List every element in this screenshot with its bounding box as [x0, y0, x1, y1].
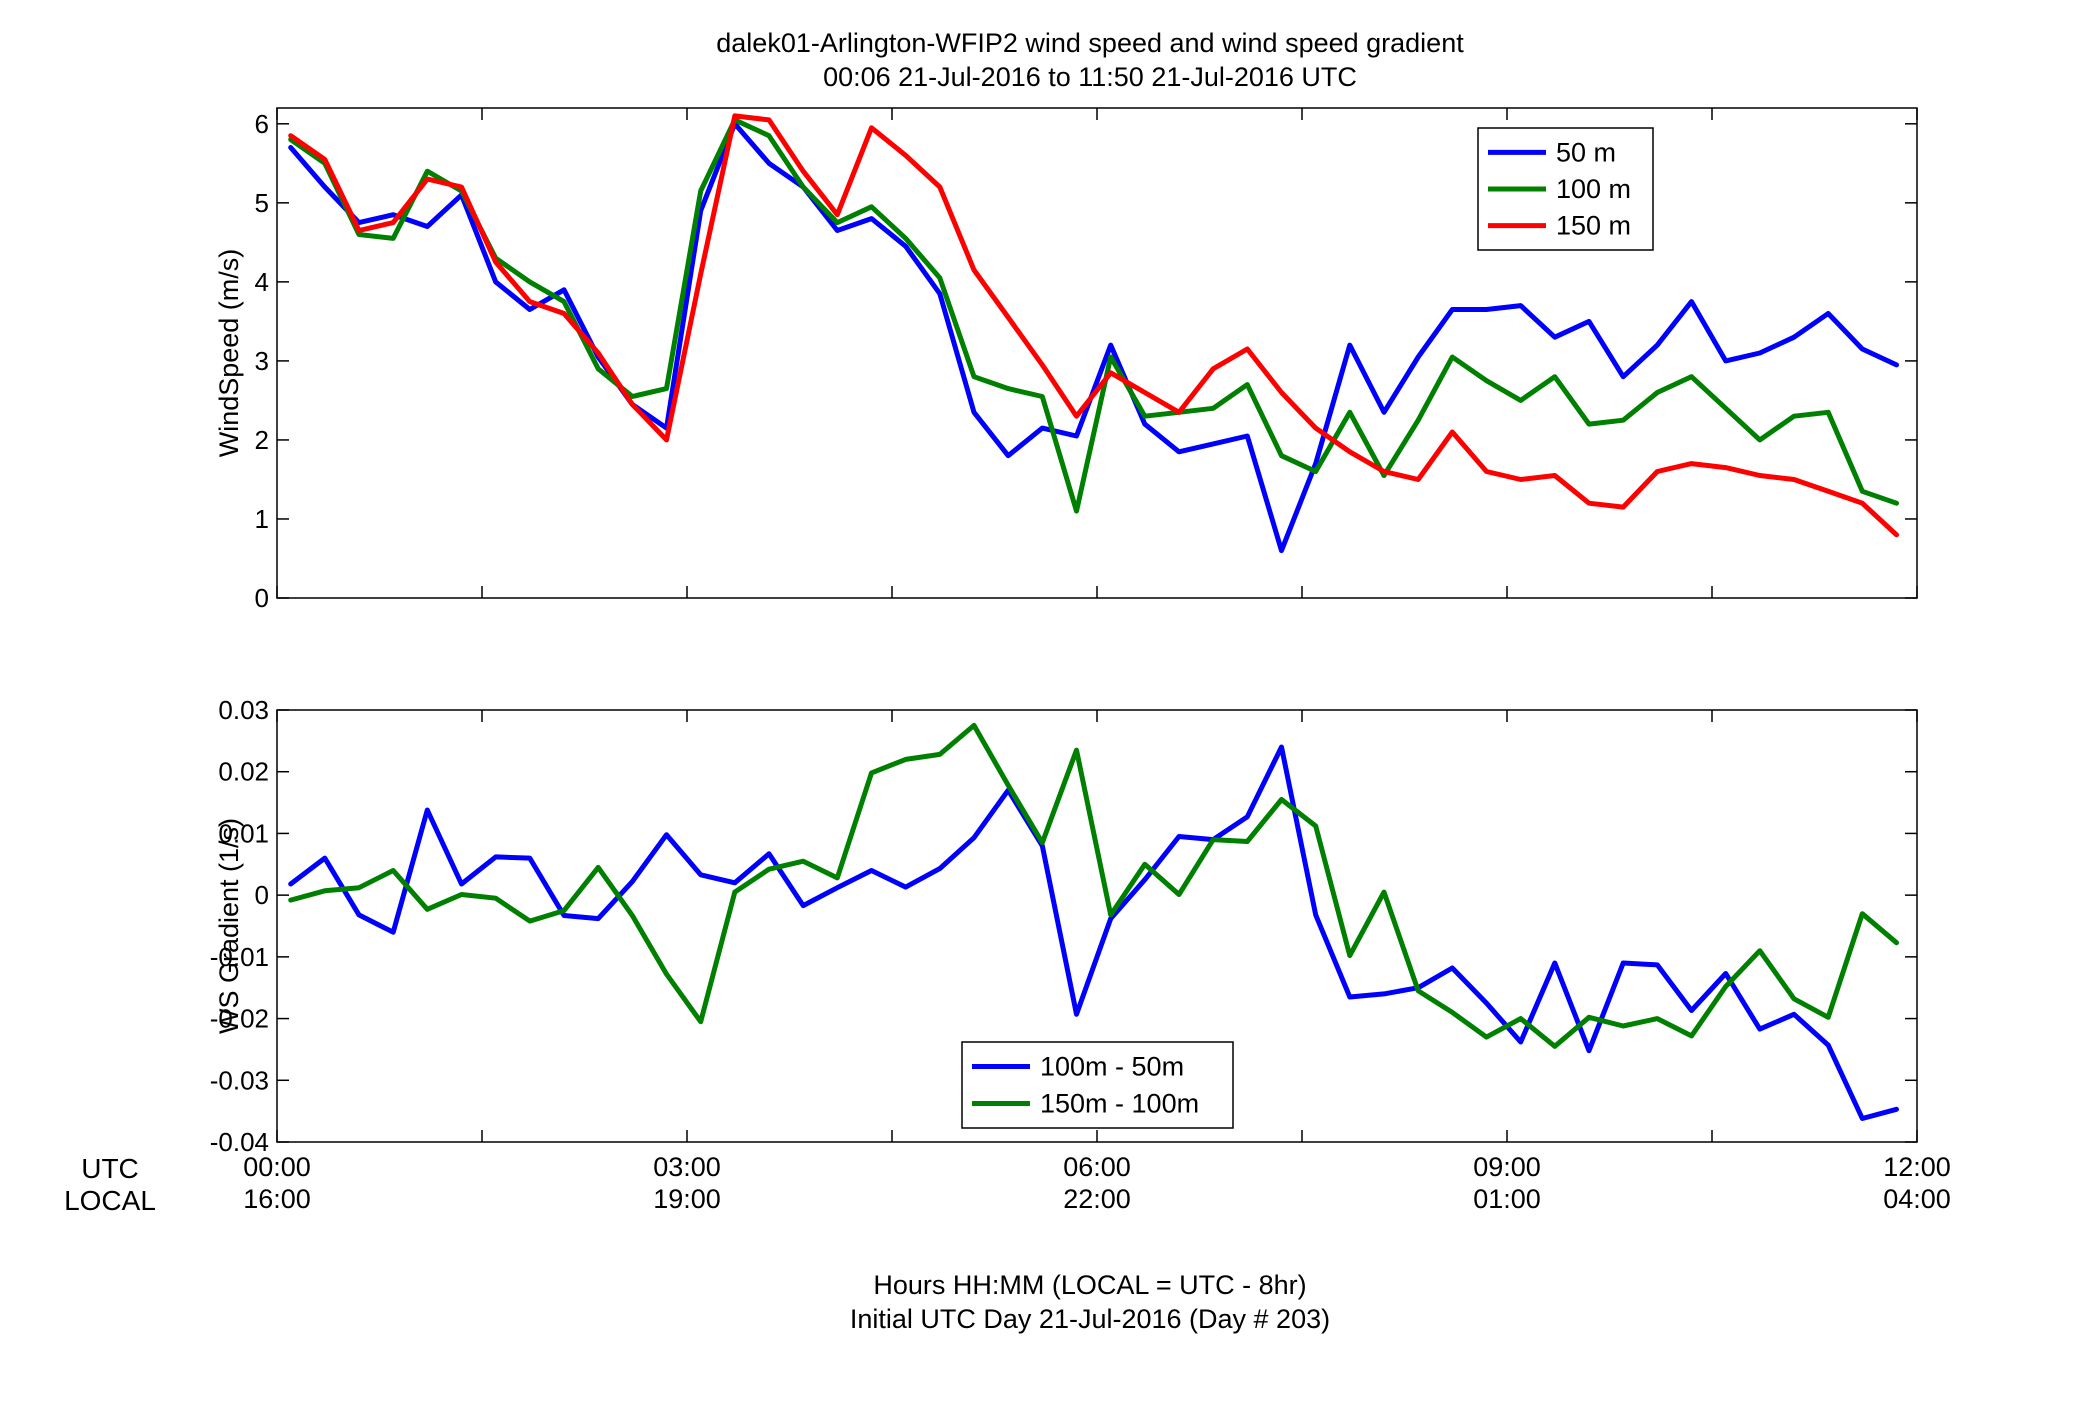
local-row-label: LOCAL [64, 1185, 156, 1216]
y-tick-label: 0.02 [218, 757, 269, 787]
legend-label: 50 m [1556, 137, 1616, 167]
legend-box [961, 1041, 1234, 1129]
x-tick-label-utc: 09:00 [1473, 1152, 1541, 1182]
y-tick-label: 0.01 [218, 818, 269, 848]
x-tick-label-utc: 03:00 [653, 1152, 721, 1182]
y-tick-label: -0.04 [210, 1127, 269, 1157]
x-tick-label-utc: 12:00 [1883, 1152, 1951, 1182]
windspeed-panel: 0 1 2 3 4 5 6 WindSpeed (m/s) 50 m 100 m 150 m [214, 107, 1918, 613]
gradient-panel: -0.04 -0.03 -0.02 -0.01 0 0.01 0.02 0.03 WS Grad… [210, 695, 1918, 1157]
y-tick-label: 0.03 [218, 695, 269, 725]
y-tick-label: -0.03 [210, 1065, 269, 1095]
x-tick-label-local: 19:00 [653, 1184, 721, 1214]
chart-title-line2: 00:06 21-Jul-2016 to 11:50 21-Jul-2016 U… [823, 62, 1357, 92]
x-tick-label-utc: 00:00 [243, 1152, 311, 1182]
y-tick-label: -0.02 [210, 1004, 269, 1034]
y-tick-label: 5 [255, 188, 269, 218]
y-tick-label: 0 [255, 583, 269, 613]
x-tick-label-utc: 06:00 [1063, 1152, 1131, 1182]
series-line [288, 722, 1899, 1049]
y-axis-label: WindSpeed (m/s) [214, 249, 244, 458]
utc-row-label: UTC [81, 1153, 139, 1184]
series-line [288, 117, 1899, 514]
y-tick-label: 3 [255, 346, 269, 376]
y-tick-label: 0 [255, 880, 269, 910]
legend-label: 150m - 100m [1040, 1089, 1199, 1119]
y-axis-label: WS Gradient (1/s) [214, 818, 244, 1034]
y-tick-label: 1 [255, 504, 269, 534]
y-tick-label: 6 [255, 109, 269, 139]
x-tick-label-local: 22:00 [1063, 1184, 1131, 1214]
x-tick-label-local: 16:00 [243, 1184, 311, 1214]
x-axis-label-line2: Initial UTC Day 21-Jul-2016 (Day # 203) [850, 1304, 1330, 1334]
x-axis-label-line1: Hours HH:MM (LOCAL = UTC - 8hr) [873, 1270, 1306, 1300]
y-tick-label: 4 [255, 267, 269, 297]
legend-label: 100 m [1556, 174, 1631, 204]
series-line [288, 113, 1899, 538]
chart-title-line1: dalek01-Arlington-WFIP2 wind speed and w… [716, 28, 1464, 58]
x-tick-label-local: 04:00 [1883, 1184, 1951, 1214]
y-tick-label: 2 [255, 425, 269, 455]
series-line [288, 744, 1899, 1121]
plot-frame [276, 107, 1918, 599]
legend-label: 150 m [1556, 211, 1631, 241]
x-tick-label-local: 01:00 [1473, 1184, 1541, 1214]
legend-label: 100m - 50m [1040, 1052, 1184, 1082]
y-tick-label: -0.01 [210, 942, 269, 972]
